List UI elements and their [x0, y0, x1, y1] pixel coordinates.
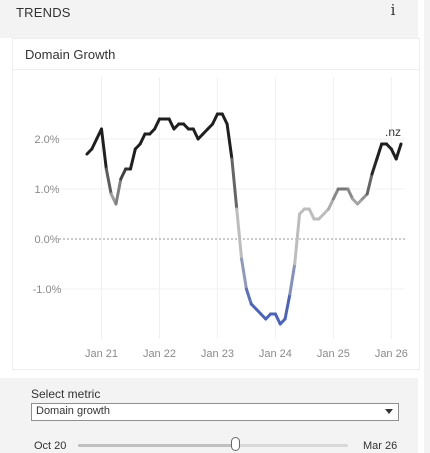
line-layer: [85, 112, 403, 326]
label-layer: Jan 21 Jan 22 Jan 23 Jan 24 Jan 25 Jan 26 2.0%…: [33, 125, 408, 360]
x-tick-label: Jan 24: [259, 348, 292, 360]
info-icon[interactable]: i: [390, 1, 396, 19]
series-line-segment: [220, 112, 229, 126]
page-title: TRENDS: [16, 5, 71, 20]
series-line-segment: [114, 177, 123, 206]
metric-select[interactable]: Domain growth: [31, 403, 399, 421]
scrollbar[interactable]: [424, 0, 430, 453]
x-tick-label: Jan 25: [317, 348, 350, 360]
series-line-segment: [225, 122, 234, 161]
date-slider-fill: [78, 444, 235, 447]
y-tick-label: -1.0%: [33, 284, 62, 296]
series-line-segment: [211, 112, 219, 126]
y-tick-label: 1.0%: [34, 184, 59, 196]
chart-card: Domain Growth Jan 21 Jan 22 Jan 23 Jan 24 Ja…: [12, 38, 420, 370]
series-line-segment: [167, 117, 176, 131]
grid-layer: [59, 77, 405, 339]
card-title-bar: Domain Growth: [13, 39, 419, 70]
series-line-segment: [273, 312, 282, 326]
card-title: Domain Growth: [25, 47, 116, 62]
chevron-down-icon: [385, 409, 393, 414]
series-line-segment: [293, 212, 302, 266]
series-line-segment: [191, 127, 200, 141]
y-tick-label: 0.0%: [34, 234, 59, 246]
series-line-segment: [375, 142, 384, 161]
series-line-segment: [119, 167, 128, 181]
series-line-segment: [138, 132, 147, 146]
series-line-segment: [283, 292, 292, 321]
series-line-segment: [235, 207, 244, 261]
series-line-segment: [365, 172, 374, 196]
series-line-segment: [288, 262, 297, 296]
series-line-segment: [307, 207, 316, 221]
controls-panel: Select metric Domain growth Oct 20 Mar 2…: [0, 378, 418, 453]
series-line-segment: [370, 157, 379, 176]
series-line-segment: [331, 187, 340, 201]
series-line-segment: [99, 127, 108, 171]
series-line-segment: [90, 137, 99, 151]
series-line-segment: [104, 167, 113, 196]
x-tick-label: Jan 23: [201, 348, 234, 360]
date-slider-handle[interactable]: [230, 437, 240, 451]
metric-select-value: Domain growth: [36, 405, 110, 417]
x-tick-label: Jan 21: [85, 348, 118, 360]
series-line-segment: [394, 142, 403, 161]
series-line-segment: [346, 187, 355, 201]
metric-label: Select metric: [31, 387, 101, 401]
series-line-segment: [230, 157, 239, 211]
x-tick-label: Jan 26: [375, 348, 408, 360]
slider-start-label: Oct 20: [34, 440, 67, 452]
slider-end-label: Mar 26: [363, 440, 398, 452]
domain-growth-chart: Jan 21 Jan 22 Jan 23 Jan 24 Jan 25 Jan 26 2.0%…: [33, 77, 408, 360]
series-line-segment: [240, 257, 248, 291]
series-line-segment: [327, 197, 335, 211]
series-line-segment: [244, 287, 253, 306]
header-bar: TRENDS i: [0, 0, 418, 38]
series-label: .nz: [385, 125, 401, 139]
x-tick-label: Jan 22: [143, 348, 176, 360]
series-line-segment: [128, 147, 137, 171]
y-tick-label: 2.0%: [34, 134, 59, 146]
series-line-segment: [153, 117, 161, 131]
